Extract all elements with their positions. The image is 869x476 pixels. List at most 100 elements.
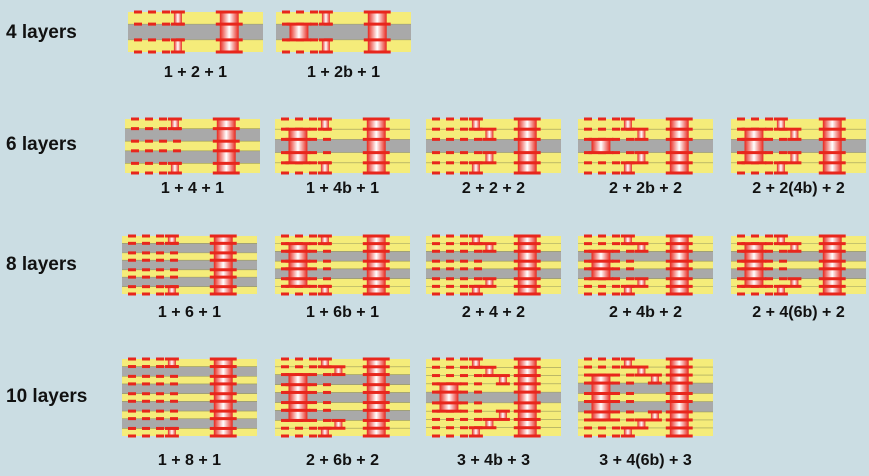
via-pad [362,357,390,361]
via-pad [818,284,846,288]
copper-trace [432,117,440,121]
buried-via [744,243,764,287]
stackup-panel [275,234,410,296]
via-pad [741,151,767,155]
via-pad [362,401,390,405]
stackup-panel [578,357,713,438]
via-pad [634,249,649,253]
copper-trace [295,365,303,369]
prepreg-layer [128,39,263,52]
microvia [776,162,785,173]
copper-trace [612,267,620,271]
via-pad [513,357,541,361]
copper-trace [612,151,620,155]
prepreg-layer [275,261,410,269]
copper-trace [131,117,139,121]
prepreg-layer [578,427,713,436]
via-pad [363,22,391,26]
copper-trace [128,285,136,289]
copper-trace [128,268,136,272]
copper-trace [295,357,303,361]
copper-trace [323,408,331,412]
via-pad [436,390,462,394]
via-pad [468,242,483,246]
copper-trace [162,50,170,54]
copper-trace [626,277,634,281]
copper-trace [460,365,468,369]
copper-trace [142,434,150,438]
microvia [170,119,179,129]
via-pad [285,390,311,394]
copper-trace [460,171,468,175]
microvia [320,119,329,130]
core-layer [426,139,561,153]
microvia [623,119,632,130]
prepreg-layer [275,402,410,411]
via-pad [773,234,788,238]
via-pad [468,171,483,175]
copper-trace [142,426,150,430]
copper-trace [128,234,136,238]
copper-trace [598,426,606,430]
copper-trace [295,117,303,121]
via-pad [513,242,541,246]
via-pad [741,267,767,271]
via-pad [665,267,693,271]
copper-trace [170,392,178,396]
via-pad [209,234,237,238]
through-via [517,359,537,436]
copper-trace [460,284,468,288]
via-pad [818,171,846,175]
copper-trace [446,426,454,430]
via-pad [634,151,649,155]
via-pad [513,137,541,141]
copper-trace [446,161,454,165]
microvia [320,286,329,294]
via-pad [482,365,497,369]
copper-trace [460,277,468,281]
via-pad [818,151,846,155]
copper-trace [162,10,170,14]
copper-trace [148,50,156,54]
microvia [623,427,632,436]
through-via [366,119,386,173]
microvia [320,428,329,436]
core-layer [275,392,410,403]
copper-trace [282,22,290,26]
via-pad [787,161,802,165]
copper-trace [142,285,150,289]
copper-trace [309,249,317,253]
copper-trace [474,409,482,413]
via-pad [209,275,237,279]
via-pad [317,357,332,361]
via-pad [317,284,332,288]
via-pad [513,409,541,413]
via-pad [317,434,332,438]
via-pad [665,259,693,263]
copper-trace [626,267,634,271]
copper-trace [612,410,620,414]
prepreg-layer [731,129,866,140]
copper-trace [159,161,167,165]
copper-trace [159,117,167,121]
core-layer [122,418,257,429]
via-pad [665,127,693,131]
via-pad [513,401,541,405]
copper-trace [626,391,634,395]
copper-trace [156,417,164,421]
copper-trace [156,399,164,403]
via-pad [818,117,846,121]
via-pad [170,22,185,26]
via-pad [773,171,788,175]
buried-via [289,24,309,40]
copper-trace [432,284,440,288]
via-pad [818,277,846,281]
copper-trace [309,284,317,288]
copper-trace [281,383,289,387]
copper-trace [159,171,167,175]
via-pad [212,161,240,165]
via-pad [212,149,240,153]
via-pad [513,284,541,288]
copper-trace [156,392,164,396]
microvia [471,236,480,244]
